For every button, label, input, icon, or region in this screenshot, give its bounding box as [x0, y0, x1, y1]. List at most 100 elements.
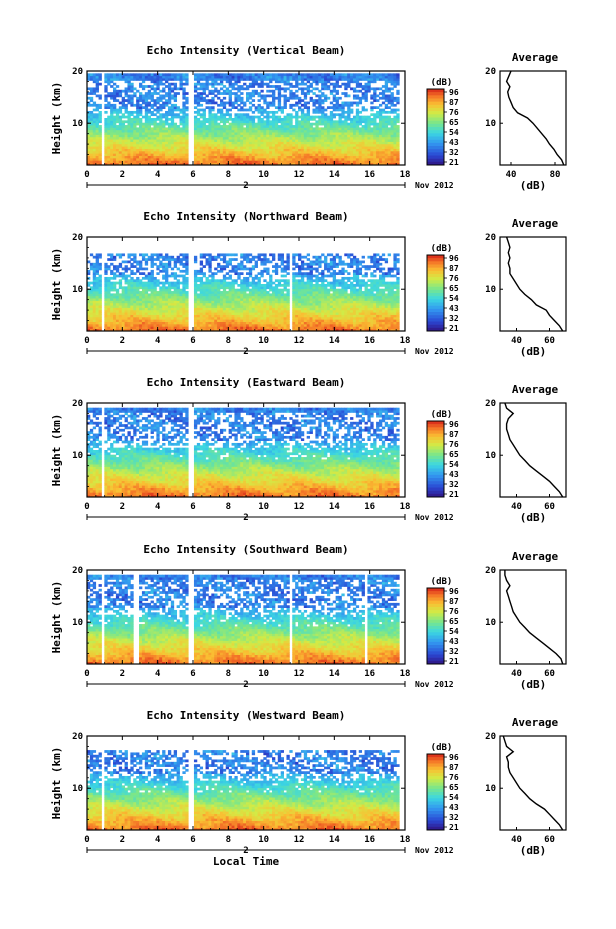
intensity-cell	[110, 137, 113, 140]
intensity-cell	[90, 146, 93, 149]
intensity-cell	[324, 139, 327, 142]
intensity-cell	[234, 125, 237, 128]
intensity-cell	[104, 97, 107, 100]
intensity-cell	[159, 146, 162, 149]
intensity-cell	[269, 160, 272, 163]
intensity-cell	[142, 158, 145, 161]
intensity-cell	[200, 127, 203, 130]
intensity-cell	[310, 151, 313, 154]
intensity-cell	[278, 156, 281, 159]
intensity-cell	[122, 158, 125, 161]
intensity-cell	[249, 134, 252, 137]
intensity-cell	[272, 111, 275, 114]
intensity-cell	[208, 118, 211, 121]
intensity-cell	[301, 156, 304, 159]
intensity-cell	[341, 160, 344, 163]
intensity-cell	[168, 87, 171, 90]
intensity-cell	[249, 132, 252, 135]
intensity-cell	[139, 111, 142, 114]
intensity-cell	[321, 78, 324, 81]
intensity-cell	[260, 151, 263, 154]
intensity-cell	[255, 149, 258, 152]
intensity-cell	[344, 118, 347, 121]
intensity-cell	[208, 160, 211, 163]
intensity-cell	[347, 78, 350, 81]
intensity-cell	[214, 102, 217, 105]
intensity-cell	[243, 160, 246, 163]
intensity-cell	[104, 85, 107, 88]
intensity-cell	[289, 73, 292, 76]
intensity-cell	[289, 156, 292, 159]
intensity-cell	[301, 116, 304, 119]
intensity-cell	[130, 153, 133, 156]
intensity-cell	[223, 120, 226, 123]
intensity-cell	[284, 99, 287, 102]
intensity-cell	[153, 137, 156, 140]
intensity-cell	[223, 123, 226, 126]
intensity-cell	[110, 76, 113, 79]
intensity-cell	[295, 139, 298, 142]
intensity-cell	[266, 125, 269, 128]
intensity-cell	[107, 120, 110, 123]
intensity-cell	[136, 139, 139, 142]
intensity-cell	[211, 78, 214, 81]
intensity-cell	[237, 123, 240, 126]
intensity-cell	[122, 116, 125, 119]
intensity-cell	[165, 120, 168, 123]
intensity-cell	[220, 127, 223, 130]
intensity-cell	[90, 87, 93, 90]
intensity-cell	[127, 125, 130, 128]
intensity-cell	[243, 87, 246, 90]
intensity-cell	[286, 113, 289, 116]
intensity-cell	[125, 149, 128, 152]
intensity-cell	[206, 156, 209, 159]
intensity-cell	[269, 139, 272, 142]
intensity-cell	[292, 85, 295, 88]
intensity-cell	[148, 102, 151, 105]
intensity-cell	[99, 104, 102, 107]
intensity-cell	[139, 149, 142, 152]
intensity-cell	[159, 130, 162, 133]
intensity-cell	[347, 153, 350, 156]
intensity-cell	[168, 73, 171, 76]
intensity-cell	[324, 99, 327, 102]
intensity-cell	[194, 83, 197, 86]
intensity-cell	[333, 116, 336, 119]
intensity-cell	[324, 83, 327, 86]
intensity-cell	[200, 85, 203, 88]
intensity-cell	[159, 144, 162, 147]
intensity-cell	[284, 156, 287, 159]
intensity-cell	[333, 134, 336, 137]
intensity-cell	[162, 134, 165, 137]
intensity-cell	[153, 123, 156, 126]
intensity-cell	[272, 160, 275, 163]
intensity-cell	[312, 109, 315, 112]
intensity-cell	[104, 153, 107, 156]
intensity-cell	[232, 85, 235, 88]
intensity-cell	[96, 142, 99, 145]
intensity-cell	[182, 87, 185, 90]
intensity-cell	[156, 130, 159, 133]
intensity-cell	[278, 158, 281, 161]
intensity-cell	[341, 158, 344, 161]
intensity-cell	[217, 144, 220, 147]
intensity-cell	[156, 137, 159, 140]
intensity-cell	[301, 99, 304, 102]
intensity-cell	[133, 153, 136, 156]
intensity-cell	[162, 139, 165, 142]
intensity-cell	[266, 118, 269, 121]
intensity-cell	[284, 146, 287, 149]
intensity-cell	[162, 132, 165, 135]
intensity-cell	[217, 116, 220, 119]
intensity-cell	[182, 102, 185, 105]
intensity-cell	[211, 160, 214, 163]
intensity-cell	[214, 125, 217, 128]
intensity-cell	[324, 118, 327, 121]
intensity-cell	[127, 95, 130, 98]
intensity-cell	[272, 92, 275, 95]
intensity-cell	[110, 113, 113, 116]
intensity-cell	[182, 92, 185, 95]
intensity-cell	[171, 139, 174, 142]
intensity-cell	[174, 142, 177, 145]
intensity-cell	[234, 149, 237, 152]
